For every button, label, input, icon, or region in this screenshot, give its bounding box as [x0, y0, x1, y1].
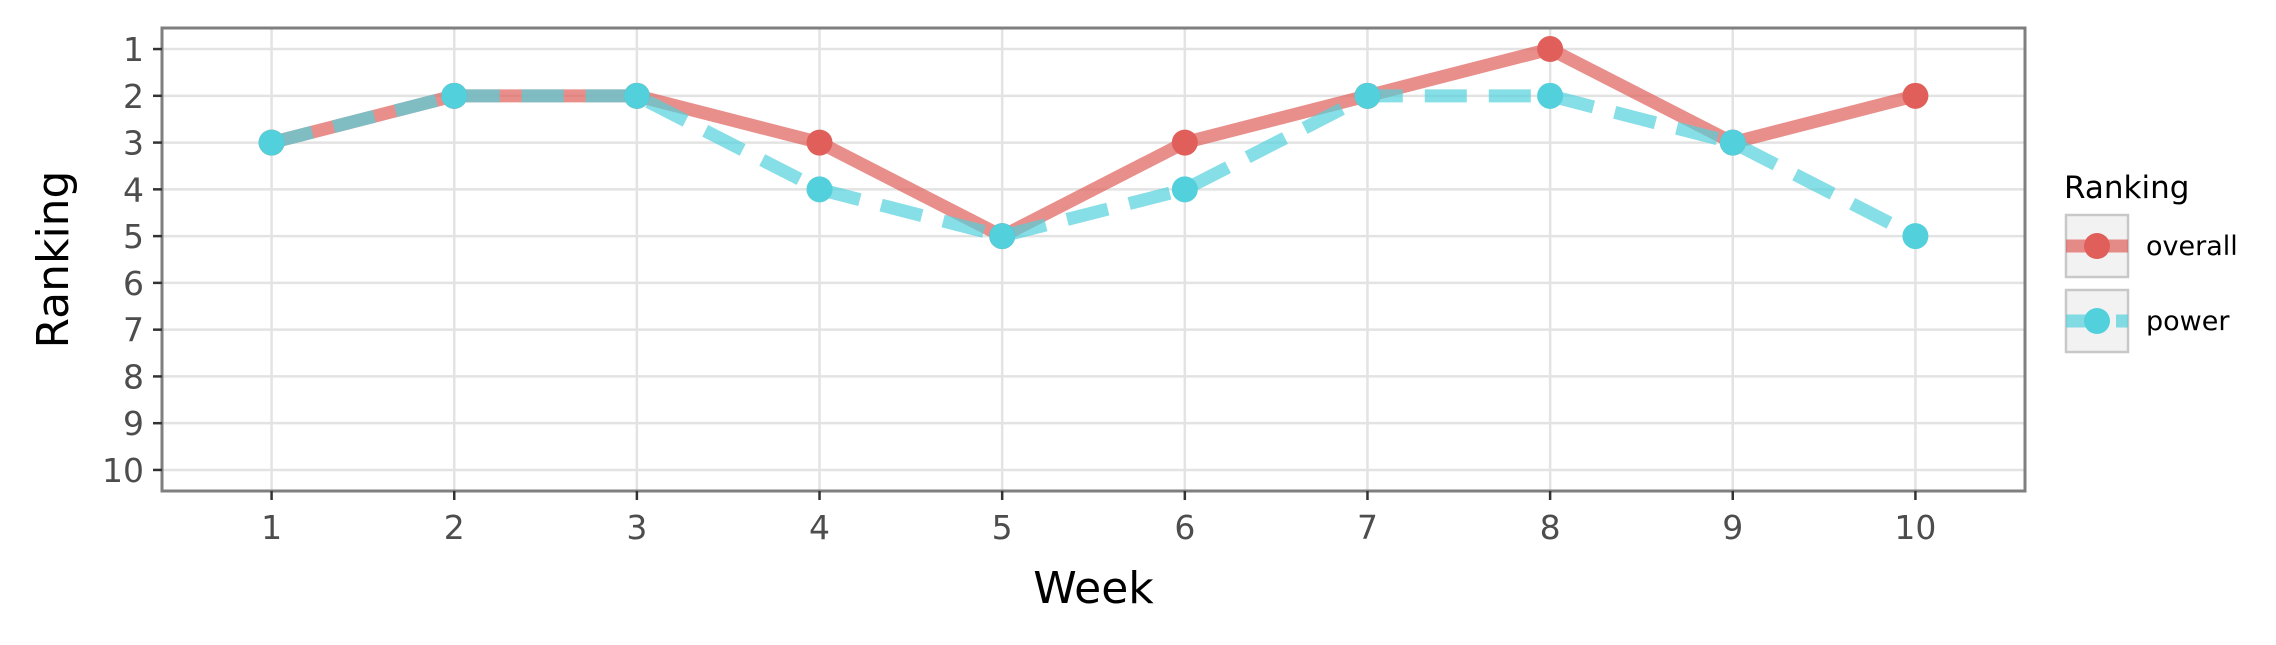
- y-axis-label: Ranking: [28, 171, 79, 349]
- x-tick-label: 5: [992, 508, 1013, 547]
- legend-title: Ranking: [2064, 170, 2189, 206]
- y-tick-label: 5: [123, 217, 144, 256]
- data-point-power: [1354, 83, 1380, 109]
- data-point-power: [624, 83, 650, 109]
- legend-label-power: power: [2146, 306, 2230, 337]
- data-point-power: [1172, 176, 1198, 202]
- data-point-power: [1902, 223, 1928, 249]
- data-point-overall: [1902, 83, 1928, 109]
- x-tick-label: 10: [1894, 508, 1936, 547]
- x-tick-label: 8: [1540, 508, 1561, 547]
- y-tick-label: 4: [123, 170, 144, 209]
- data-point-power: [807, 176, 833, 202]
- data-point-power: [1720, 130, 1746, 156]
- y-tick-label: 8: [123, 357, 144, 396]
- data-point-overall: [807, 130, 833, 156]
- y-tick-label: 3: [123, 124, 144, 163]
- legend-label-overall: overall: [2146, 231, 2238, 262]
- y-tick-label: 2: [123, 77, 144, 116]
- x-tick-label: 4: [809, 508, 830, 547]
- x-tick-label: 1: [261, 508, 282, 547]
- x-tick-label: 9: [1722, 508, 1743, 547]
- x-tick-label: 6: [1174, 508, 1195, 547]
- x-axis-label: Week: [1033, 563, 1154, 614]
- y-tick-label: 10: [102, 451, 144, 490]
- x-tick-label: 3: [626, 508, 647, 547]
- data-point-power: [259, 130, 285, 156]
- data-point-power: [989, 223, 1015, 249]
- y-tick-label: 7: [123, 311, 144, 350]
- x-tick-label: 2: [444, 508, 465, 547]
- data-point-power: [1537, 83, 1563, 109]
- legend-key-point: [2084, 308, 2110, 334]
- y-tick-label: 6: [123, 264, 144, 303]
- y-tick-label: 1: [123, 30, 144, 69]
- data-point-overall: [1172, 130, 1198, 156]
- data-point-overall: [1537, 36, 1563, 62]
- y-tick-label: 9: [123, 404, 144, 443]
- legend-key-point: [2084, 233, 2110, 259]
- x-tick-label: 7: [1357, 508, 1378, 547]
- data-point-power: [441, 83, 467, 109]
